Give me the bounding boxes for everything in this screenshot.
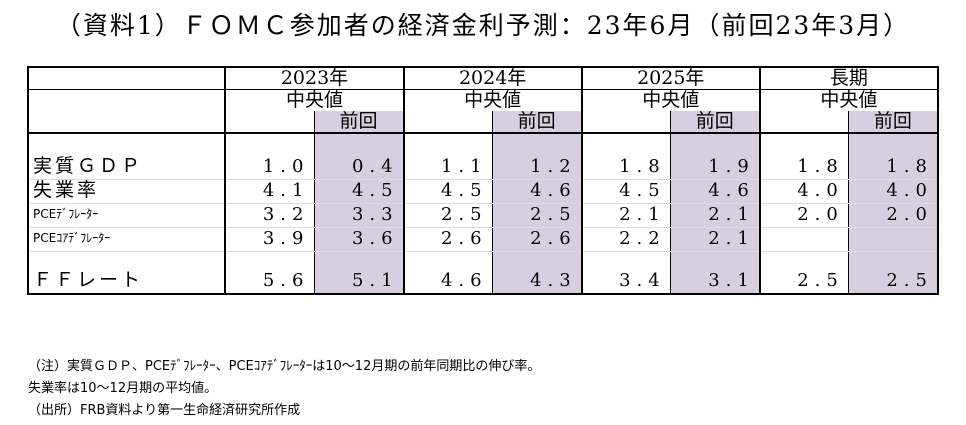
previous-value-cell: 5.1 [313,251,404,295]
previous-header: 前回 [669,111,760,134]
row-label-pce-deflator: PCEﾃﾞﾌﾚｰﾀｰ [26,203,226,228]
median-header: 中央値 [402,89,582,111]
source-line: （出所）FRB資料より第一生命経済研究所作成 [28,403,301,418]
year-header-2023: 2023年 [224,66,404,90]
previous-value-cell: 2.1 [669,227,760,252]
footnotes: （注）実質ＧＤＰ、PCEﾃﾞﾌﾚｰﾀｰ、PCEｺｱﾃﾞﾌﾚｰﾀｰは10～12月期… [28,356,540,422]
previous-value-cell: 2.0 [847,203,939,228]
previous-value-cell: 2.5 [847,251,939,295]
year-header-2024: 2024年 [402,66,582,90]
row-label-pce-core-deflator: PCEｺｱﾃﾞﾌﾚｰﾀｰ [26,227,226,252]
table-row: ＦＦレート 5.6 5.1 4.6 4.3 3.4 3.1 2.5 2.5 [26,251,939,295]
note-line: 失業率は10～12月期の平均値。 [28,381,218,396]
value-cell [758,227,849,252]
previous-value-cell: 4.5 [313,179,404,204]
fomc-projection-table: 2023年 2024年 2025年 長期 中央値 中央値 中央値 中央値 前回 … [26,66,940,295]
table-row: 実質ＧＤＰ 1.0 0.4 1.1 1.2 1.8 1.9 1.8 1.8 [26,133,939,180]
value-cell: 3.2 [224,203,314,228]
value-cell: 4.0 [758,179,849,204]
previous-value-cell: 3.6 [313,227,404,252]
value-cell: 2.1 [580,203,671,228]
previous-value-cell: 4.6 [669,179,760,204]
previous-value-cell: 4.6 [491,179,582,204]
value-cell: 1.8 [758,133,849,180]
page-title: （資料1）ＦＯＭＣ参加者の経済金利予測：23年6月（前回23年3月） [55,11,911,40]
previous-value-cell: 1.2 [491,133,582,180]
previous-header: 前回 [491,111,582,134]
previous-header: 前回 [847,111,939,134]
value-cell: 1.0 [224,133,314,180]
value-cell: 2.6 [402,227,493,252]
previous-value-cell: 4.3 [491,251,582,295]
value-cell: 1.8 [580,133,671,180]
value-cell: 4.1 [224,179,314,204]
value-cell: 2.5 [402,203,493,228]
previous-value-cell: 2.5 [491,203,582,228]
previous-value-cell: 0.4 [313,133,404,180]
value-cell: 5.6 [224,251,314,295]
row-label-ff-rate: ＦＦレート [26,251,226,295]
value-cell: 2.2 [580,227,671,252]
previous-value-cell: 3.3 [313,203,404,228]
value-cell: 3.4 [580,251,671,295]
previous-value-cell: 3.1 [669,251,760,295]
note-line: （注）実質ＧＤＰ、PCEﾃﾞﾌﾚｰﾀｰ、PCEｺｱﾃﾞﾌﾚｰﾀｰは10～12月期… [28,359,541,374]
previous-value-cell: 1.9 [669,133,760,180]
row-label-real-gdp: 実質ＧＤＰ [26,133,226,180]
value-cell: 4.6 [402,251,493,295]
value-cell: 2.0 [758,203,849,228]
previous-value-cell [847,227,939,252]
table-row: 失業率 4.1 4.5 4.5 4.6 4.5 4.6 4.0 4.0 [26,179,939,204]
previous-value-cell: 2.1 [669,203,760,228]
table-row: PCEｺｱﾃﾞﾌﾚｰﾀｰ 3.9 3.6 2.6 2.6 2.2 2.1 [26,227,939,252]
previous-value-cell: 4.0 [847,179,939,204]
median-header: 中央値 [580,89,760,111]
year-header-long-term: 長期 [758,66,940,90]
value-cell: 1.1 [402,133,493,180]
previous-value-cell: 2.6 [491,227,582,252]
table-row: PCEﾃﾞﾌﾚｰﾀｰ 3.2 3.3 2.5 2.5 2.1 2.1 2.0 2… [26,203,939,228]
row-label-unemployment: 失業率 [26,179,226,204]
previous-header: 前回 [313,111,404,134]
value-cell: 4.5 [580,179,671,204]
median-header: 中央値 [224,89,404,111]
value-cell: 2.5 [758,251,849,295]
previous-value-cell: 1.8 [847,133,939,180]
median-header: 中央値 [758,89,940,111]
value-cell: 4.5 [402,179,493,204]
corner-cell [26,66,226,90]
year-header-2025: 2025年 [580,66,760,90]
value-cell: 3.9 [224,227,314,252]
